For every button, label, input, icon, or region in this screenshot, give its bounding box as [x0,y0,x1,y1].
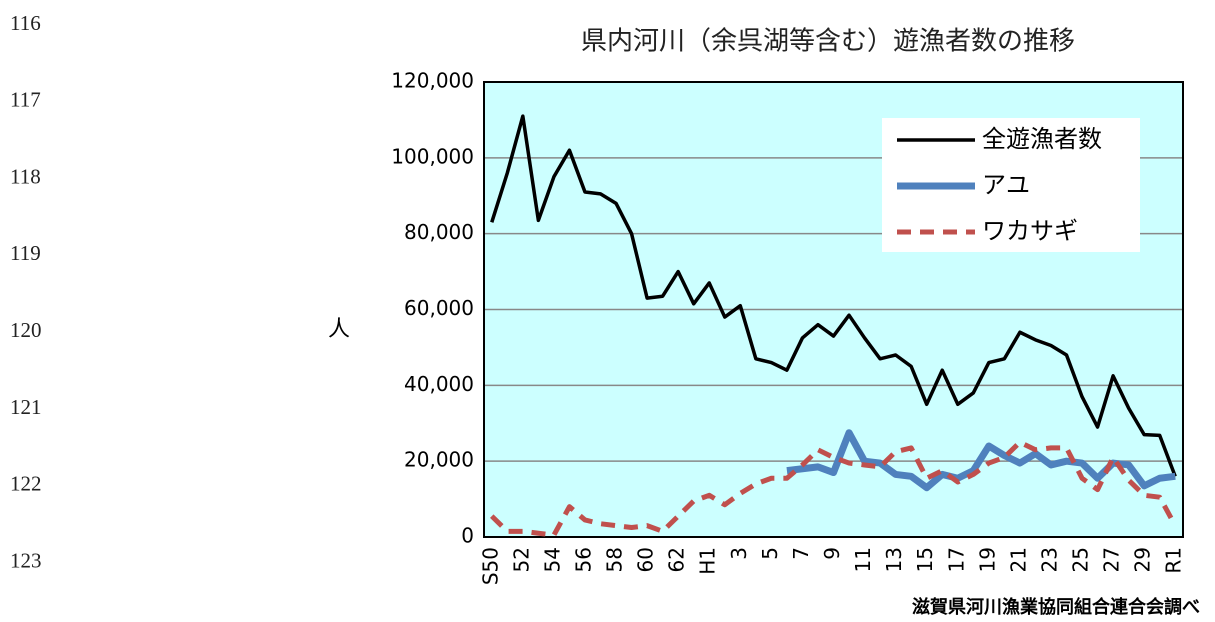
x-tick-label: 25 [1069,547,1093,572]
x-tick-label: 19 [975,547,999,572]
y-tick-label: 0 [461,524,474,548]
y-tick-label: 40,000 [404,372,474,396]
x-tick-label: 17 [944,547,968,572]
line-number: 123 [10,548,42,572]
x-tick-label: 58 [603,547,627,572]
line-number: 118 [10,164,41,188]
x-tick-label: 23 [1037,547,1061,572]
y-tick-label: 100,000 [391,144,474,168]
x-tick-label: 9 [820,547,844,560]
x-tick-label: 21 [1006,547,1030,572]
series-line [490,439,1178,538]
x-tick-label: S50 [478,547,502,585]
y-tick-label: 80,000 [404,220,474,244]
x-tick-label: 5 [758,547,782,560]
x-tick-label: 11 [851,547,875,572]
line-number: 117 [10,88,41,112]
x-tick-label: 29 [1131,547,1155,572]
plot-border [483,81,1184,538]
x-tick-label: 52 [509,547,533,572]
x-tick-label: 56 [571,547,595,572]
y-axis-label: 人 [328,317,350,342]
line-number: 121 [10,395,42,419]
x-tick-label: 15 [913,547,937,572]
x-tick-label: 13 [882,547,906,572]
line-number: 119 [10,241,41,265]
x-tick-label: 27 [1100,547,1124,572]
x-tick-label: 7 [789,547,813,560]
x-tick-label: 60 [634,547,658,572]
line-number: 116 [10,11,41,35]
legend-label: アユ [982,171,1030,199]
chart-title: 県内河川（余呉湖等含む）遊漁者数の推移 [581,27,1075,57]
series-line [490,114,1177,477]
line-number: 120 [10,318,42,342]
x-tick-label: 3 [727,547,751,560]
legend-label: ワカサギ [982,217,1078,245]
legend-label: 全遊漁者数 [982,125,1102,153]
x-tick-label: R1 [1162,547,1186,574]
y-tick-label: 60,000 [404,296,474,320]
y-tick-label: 120,000 [391,69,474,93]
x-tick-label: H1 [696,547,720,575]
line-number: 122 [10,472,42,496]
y-tick-label: 20,000 [404,448,474,472]
x-tick-label: 62 [665,547,689,572]
x-tick-label: 54 [540,547,564,572]
source-note: 滋賀県河川漁業協同組合連合会調べ [912,596,1200,618]
